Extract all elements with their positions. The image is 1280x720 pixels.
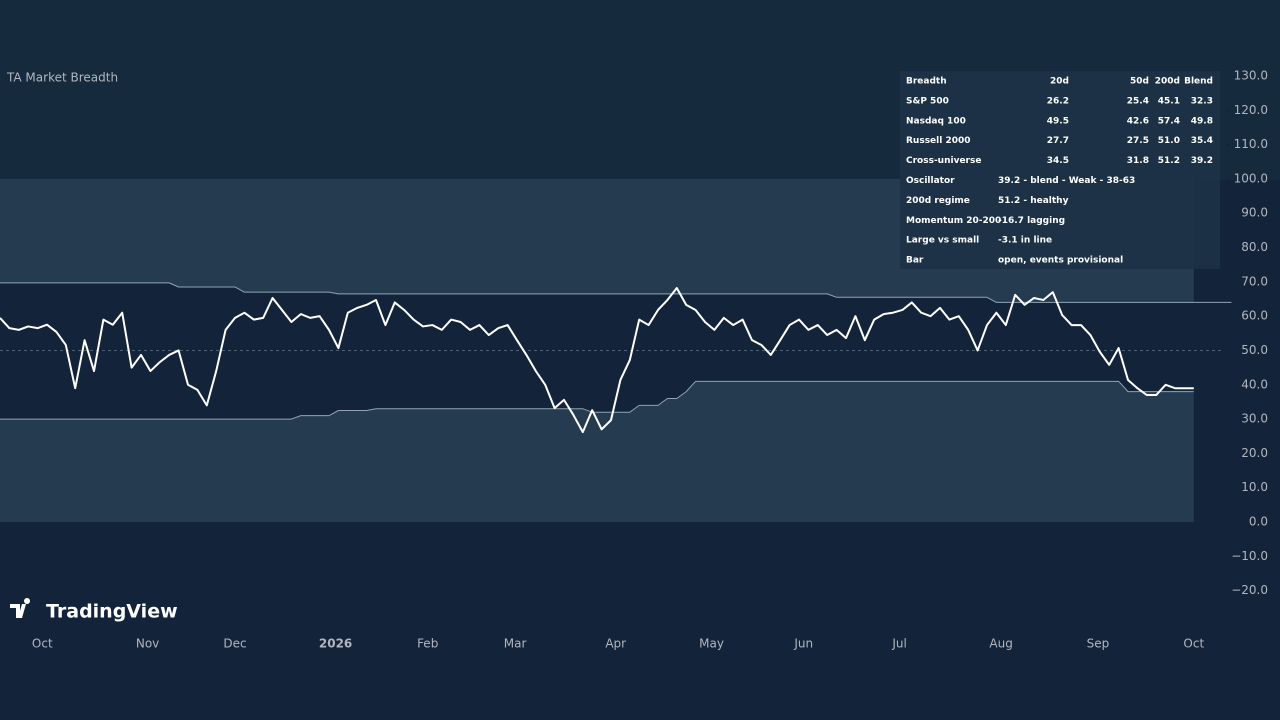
table-cell: 31.8	[1127, 156, 1149, 166]
table-cell: S&P 500	[906, 96, 949, 106]
y-tick-label: 50.0	[1241, 343, 1268, 357]
x-tick-label: Oct	[1183, 637, 1204, 651]
note-label: Bar	[906, 256, 924, 266]
x-tick-label: Nov	[136, 637, 159, 651]
note-value: 39.2 - blend - Weak - 38-63	[998, 176, 1135, 186]
y-tick-label: 90.0	[1241, 206, 1268, 220]
table-cell: Russell 2000	[906, 136, 971, 146]
table-header: Breadth	[906, 77, 947, 87]
x-tick-label: Apr	[605, 637, 626, 651]
y-tick-label: 70.0	[1241, 274, 1268, 288]
y-tick-label: 60.0	[1241, 309, 1268, 323]
table-cell: 27.7	[1047, 136, 1069, 146]
table-cell: 51.0	[1158, 136, 1180, 146]
y-tick-label: 120.0	[1234, 103, 1268, 117]
y-tick-label: 10.0	[1241, 480, 1268, 494]
breadth-table: Breadth 20d 50d 200d Blend S&P 500 26.2 25.4 45.…	[906, 77, 1213, 266]
table-cell: 34.5	[1047, 156, 1069, 166]
table-cell: 49.8	[1191, 116, 1213, 126]
table-cell: 25.4	[1127, 96, 1149, 106]
x-tick-label: May	[699, 637, 724, 651]
note-value: open, events provisional	[998, 256, 1123, 266]
plot	[0, 178, 1232, 523]
note-value: -16.7 lagging	[998, 216, 1065, 226]
x-tick-label: Jul	[891, 637, 906, 651]
x-tick-label: Sep	[1087, 637, 1110, 651]
x-tick-label: Mar	[504, 637, 527, 651]
x-tick-label: 2026	[319, 637, 352, 651]
chart-title: TA Market Breadth	[6, 71, 118, 85]
table-cell: 35.4	[1191, 136, 1213, 146]
y-tick-label: 110.0	[1234, 137, 1268, 151]
table-header: 200d	[1155, 77, 1180, 87]
logo-text: TradingView	[46, 601, 178, 623]
table-cell: 42.6	[1127, 116, 1149, 126]
y-tick-label: 20.0	[1241, 446, 1268, 460]
table-cell: 26.2	[1047, 96, 1069, 106]
y-tick-label: 0.0	[1249, 515, 1268, 529]
table-cell: 27.5	[1127, 136, 1149, 146]
table-cell: 32.3	[1191, 96, 1213, 106]
y-tick-label: 80.0	[1241, 240, 1268, 254]
y-tick-label: 100.0	[1234, 171, 1268, 185]
y-tick-label: 130.0	[1234, 68, 1268, 82]
note-label: Oscillator	[906, 176, 955, 186]
note-value: -3.1 in line	[998, 236, 1052, 246]
y-tick-label: 40.0	[1241, 377, 1268, 391]
table-cell: 57.4	[1158, 116, 1180, 126]
y-tick-label: −20.0	[1231, 583, 1268, 597]
table-header: Blend	[1184, 77, 1213, 87]
table-cell: 49.5	[1047, 116, 1069, 126]
table-header: 50d	[1130, 77, 1149, 87]
table-cell: Cross-universe	[906, 156, 981, 166]
x-tick-label: Aug	[989, 637, 1012, 651]
note-value: 51.2 - healthy	[998, 196, 1069, 206]
breadth-line	[0, 287, 1194, 434]
table-cell: Nasdaq 100	[906, 116, 966, 126]
logo-icon	[10, 597, 31, 618]
table-bg	[900, 71, 1220, 269]
table-header: 20d	[1050, 77, 1069, 87]
logo: TradingView	[10, 597, 178, 623]
note-label: 200d regime	[906, 196, 970, 206]
x-tick-label: Feb	[417, 637, 438, 651]
x-tick-label: Oct	[32, 637, 53, 651]
band-upper	[0, 282, 1232, 303]
y-tick-label: 30.0	[1241, 412, 1268, 426]
table-cell: 45.1	[1158, 96, 1180, 106]
table-cell: 51.2	[1158, 156, 1180, 166]
note-label: Momentum 20-200	[906, 216, 1001, 226]
x-tick-label: Dec	[223, 637, 246, 651]
band-lower	[0, 380, 1194, 420]
note-label: Large vs small	[906, 236, 979, 246]
y-tick-label: −10.0	[1231, 549, 1268, 563]
x-tick-label: Jun	[793, 637, 813, 651]
table-cell: 39.2	[1191, 156, 1213, 166]
